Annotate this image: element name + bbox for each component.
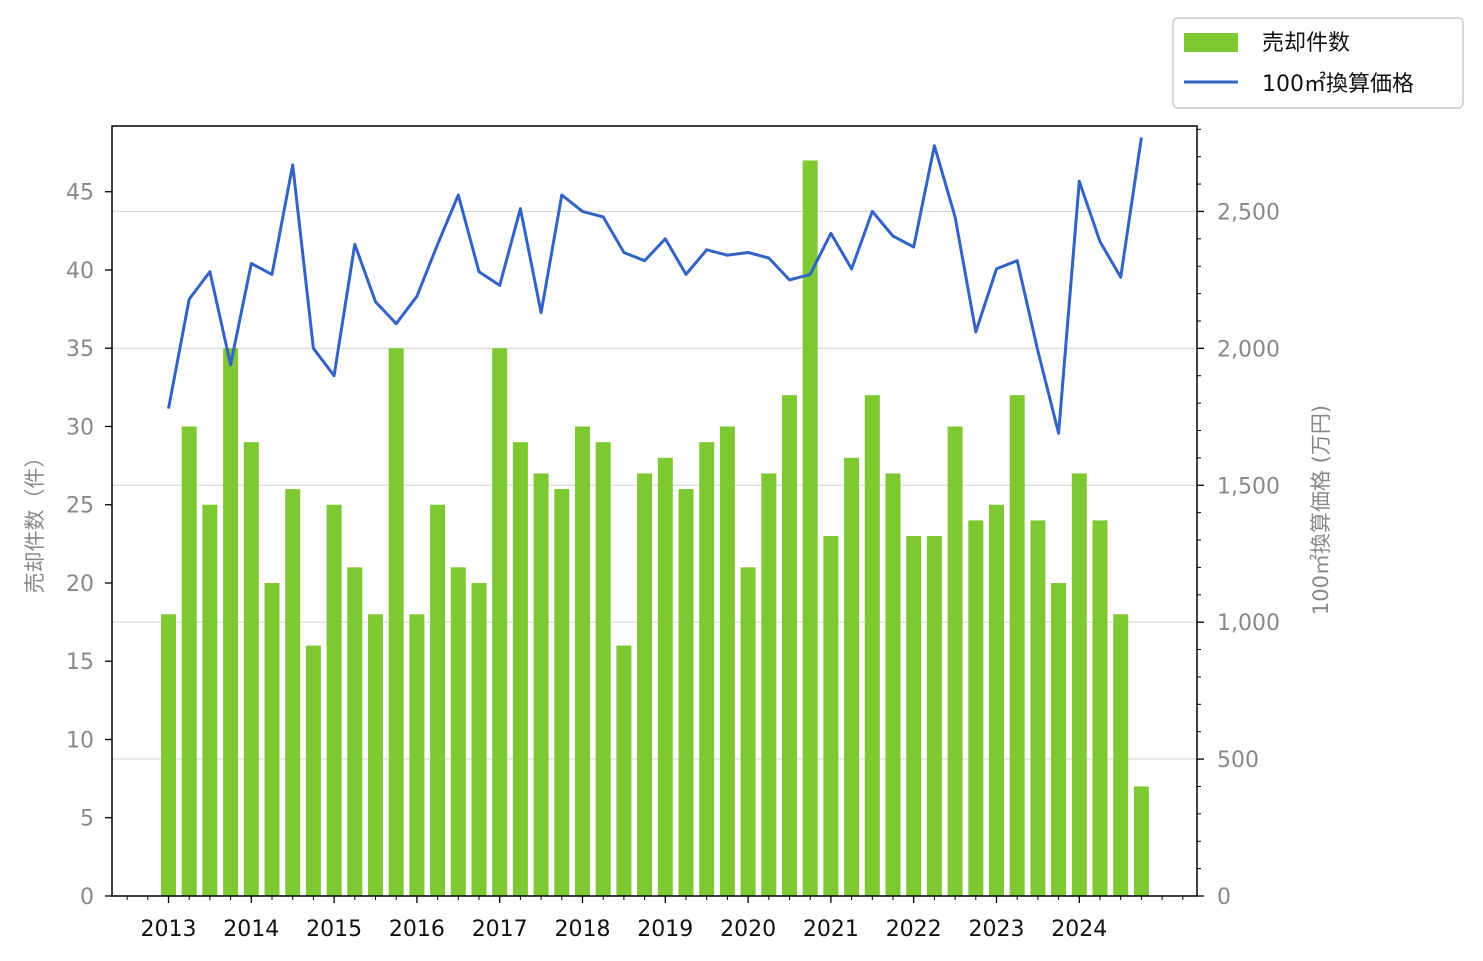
right-tick-label: 2,500 <box>1217 200 1280 225</box>
x-tick-label: 2013 <box>141 917 197 942</box>
price-line <box>167 137 1143 435</box>
bar <box>906 536 922 896</box>
x-tick-label: 2015 <box>306 917 362 942</box>
bar <box>181 426 197 896</box>
legend-bar-swatch <box>1184 33 1238 52</box>
bar <box>947 426 963 896</box>
left-tick-label: 20 <box>66 572 94 597</box>
bar <box>450 567 466 896</box>
legend-box <box>1172 17 1464 109</box>
bar <box>492 348 508 896</box>
left-tick-label: 0 <box>80 885 94 910</box>
bar <box>1009 395 1025 896</box>
left-tick-label: 5 <box>80 807 94 832</box>
left-tick-label: 25 <box>66 494 94 519</box>
bar <box>388 348 404 896</box>
bar <box>968 520 984 896</box>
bar <box>285 489 301 896</box>
x-tick-label: 2016 <box>389 917 445 942</box>
right-axis: 0 500 1,000 1,500 2,000 2,500 <box>1197 128 1280 910</box>
bar <box>616 645 632 896</box>
bar <box>740 567 756 896</box>
legend: 売却件数 100㎡換算価格 <box>1172 17 1464 109</box>
bar <box>926 536 942 896</box>
right-axis-label: 100㎡換算価格 (万円) <box>1309 405 1333 615</box>
bar <box>305 645 321 896</box>
bar <box>782 395 797 896</box>
bar <box>844 457 860 896</box>
bar <box>243 442 259 896</box>
bar <box>802 160 818 896</box>
left-tick-label: 45 <box>66 181 94 206</box>
bar <box>430 504 446 896</box>
bar <box>989 504 1004 896</box>
bar <box>223 348 239 896</box>
bar <box>471 582 487 896</box>
x-tick-label: 2023 <box>969 917 1025 942</box>
line-series <box>167 137 1143 435</box>
bar <box>637 473 653 896</box>
legend-line-label: 100㎡換算価格 <box>1262 71 1414 97</box>
bar <box>1030 520 1046 896</box>
bar <box>1051 582 1067 896</box>
bar <box>761 473 777 896</box>
left-axis: 0 5 10 15 20 25 30 35 40 45 <box>66 181 112 910</box>
bar-series <box>161 160 1149 896</box>
bar <box>1113 614 1129 896</box>
bar <box>554 489 570 896</box>
x-axis: 2013 2014 2015 2016 2017 2018 2019 2020 2021 2022… <box>126 896 1184 942</box>
bar <box>264 582 280 896</box>
x-tick-label: 2022 <box>886 917 942 942</box>
plot-frame <box>111 125 1198 897</box>
x-tick-label: 2014 <box>223 917 279 942</box>
left-tick-label: 15 <box>66 650 94 675</box>
bar <box>368 614 383 896</box>
bar <box>347 567 363 896</box>
left-tick-label: 10 <box>66 728 94 753</box>
left-axis-label: 売却件数（件） <box>23 447 47 594</box>
legend-bar-label: 売却件数 <box>1262 31 1350 56</box>
x-tick-label: 2018 <box>555 917 611 942</box>
bar <box>678 489 694 896</box>
bar <box>409 614 425 896</box>
x-tick-label: 2020 <box>720 917 776 942</box>
bar <box>1133 786 1149 896</box>
bar <box>1092 520 1108 896</box>
left-tick-label: 40 <box>66 259 94 284</box>
bar <box>161 614 176 896</box>
bar <box>575 426 590 896</box>
bar <box>719 426 735 896</box>
bar <box>823 536 839 896</box>
bar <box>326 504 342 896</box>
bar <box>1071 473 1087 896</box>
bar <box>864 395 880 896</box>
bar <box>699 442 715 896</box>
x-tick-label: 2019 <box>637 917 693 942</box>
left-tick-label: 30 <box>66 415 94 440</box>
x-tick-label: 2021 <box>803 917 859 942</box>
right-tick-label: 2,000 <box>1217 337 1280 362</box>
left-tick-label: 35 <box>66 337 94 362</box>
bar <box>512 442 528 896</box>
x-tick-label: 2024 <box>1051 917 1107 942</box>
bar <box>595 442 611 896</box>
right-tick-label: 0 <box>1217 885 1231 910</box>
right-tick-label: 1,500 <box>1217 474 1280 499</box>
bar <box>533 473 549 896</box>
right-tick-label: 500 <box>1217 748 1259 773</box>
bar <box>885 473 901 896</box>
right-tick-label: 1,000 <box>1217 611 1280 636</box>
bar <box>657 457 673 896</box>
bar <box>202 504 218 896</box>
x-tick-label: 2017 <box>472 917 528 942</box>
